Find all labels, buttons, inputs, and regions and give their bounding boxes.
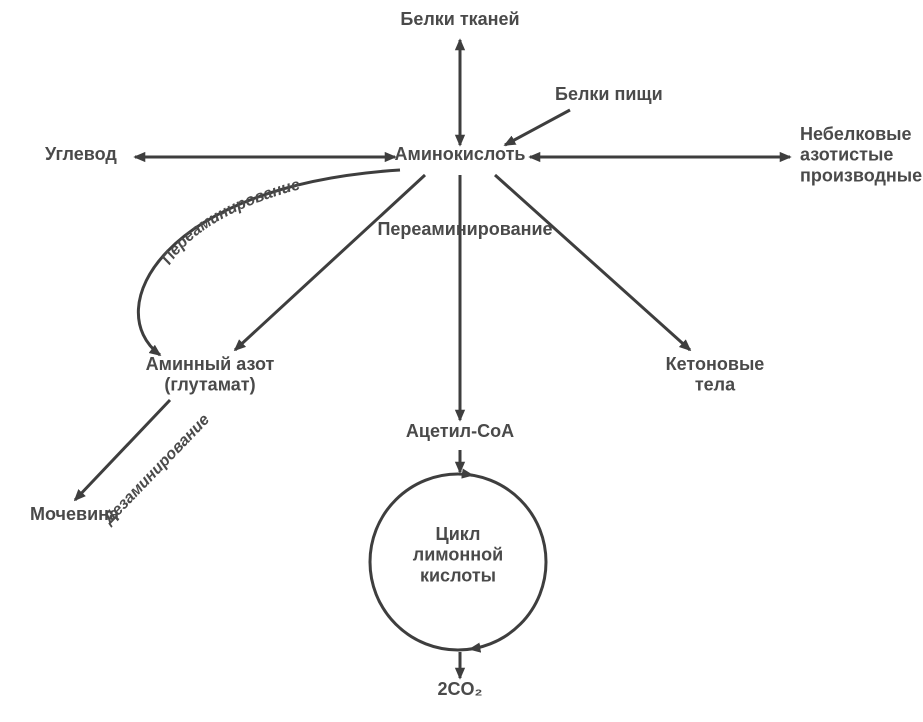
node-ketone_bodies: Кетоновыетела bbox=[666, 354, 765, 395]
node-co2: 2CO₂ bbox=[437, 679, 482, 699]
node-urea: Мочевина bbox=[30, 504, 120, 524]
node-amino_acids: Аминокислоть bbox=[395, 144, 526, 164]
edge-e_food_amino bbox=[505, 110, 570, 145]
node-nonprotein_deriv: Небелковыеазотистыепроизводные bbox=[800, 124, 922, 185]
edge-e_amine_urea bbox=[75, 400, 170, 500]
node-citric_cycle: Цикллимоннойкислоты bbox=[413, 524, 503, 585]
nodes-layer: Белки тканей Белки пищи Углевод Аминокислот… bbox=[30, 9, 922, 699]
node-amine_nitrogen: Аминный азот(глутамат) bbox=[146, 354, 275, 395]
node-carbohydrate: Углевод bbox=[45, 144, 117, 164]
edge-label-curve_transam: Переаминирование bbox=[159, 176, 302, 267]
node-transamination: Переаминирование bbox=[377, 219, 552, 239]
node-tissue_proteins: Белки тканей bbox=[400, 9, 519, 29]
node-acetyl_coa: Ацетил-CoA bbox=[406, 421, 514, 441]
node-food_proteins: Белки пищи bbox=[555, 84, 663, 104]
edge-e_amino_ketone bbox=[495, 175, 690, 350]
